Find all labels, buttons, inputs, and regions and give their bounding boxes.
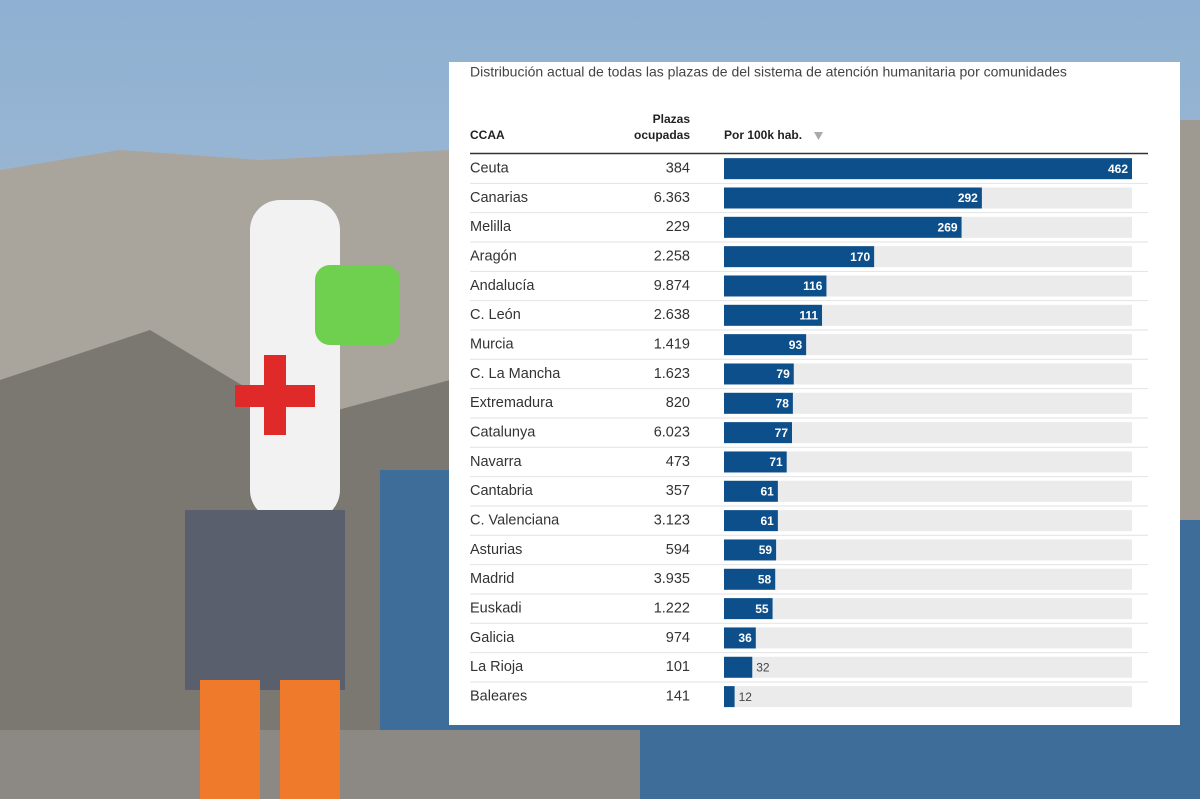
row-label: Melilla — [470, 219, 512, 235]
value-label: 55 — [755, 602, 769, 616]
cell: 1.222 — [654, 600, 690, 616]
row-label: Canarias — [470, 190, 528, 206]
value-label: 32 — [756, 660, 770, 674]
bar-track — [724, 598, 1132, 620]
sort-icon[interactable] — [814, 132, 823, 140]
value-label: 78 — [776, 396, 790, 410]
bar-track — [724, 334, 1132, 356]
cell: 473 — [666, 454, 690, 470]
cell: 229 — [666, 219, 690, 235]
cell: 9.874 — [654, 278, 690, 294]
row-label: Navarra — [470, 454, 523, 470]
row-label: C. León — [470, 307, 521, 323]
cell: 141 — [666, 688, 690, 704]
value-label: 93 — [789, 338, 803, 352]
row-label: Galicia — [470, 630, 515, 646]
bar — [724, 363, 794, 385]
row-label: Extremadura — [470, 395, 554, 411]
cell: 2.638 — [654, 307, 690, 323]
value-label: 71 — [769, 455, 783, 469]
value-label: 59 — [759, 543, 773, 557]
cell: 974 — [666, 630, 690, 646]
bar — [724, 480, 778, 502]
bar — [724, 656, 753, 678]
cell: 357 — [666, 483, 690, 499]
bar — [724, 187, 982, 209]
bar — [724, 686, 735, 708]
bar-track — [724, 568, 1132, 590]
bar — [724, 510, 778, 532]
bar — [724, 422, 792, 444]
bar-track — [724, 451, 1132, 473]
row-label: Madrid — [470, 571, 514, 587]
bar-track — [724, 304, 1132, 326]
row-label: C. Valenciana — [470, 512, 560, 528]
cell: 6.363 — [654, 190, 690, 206]
cell: 1.419 — [654, 336, 690, 352]
cell: 3.123 — [654, 512, 690, 528]
value-label: 462 — [1108, 162, 1128, 176]
cell: 6.023 — [654, 424, 690, 440]
column-header: Plazas ocupadas — [634, 112, 690, 142]
value-label: 61 — [761, 514, 775, 528]
bar-track — [724, 627, 1132, 649]
row-label: La Rioja — [470, 659, 524, 675]
bar-track — [724, 510, 1132, 532]
bar-track — [724, 480, 1132, 502]
bar — [724, 275, 827, 297]
value-label: 292 — [958, 191, 978, 205]
value-label: 12 — [739, 690, 753, 704]
bar — [724, 568, 776, 590]
row-label: Euskadi — [470, 600, 522, 616]
value-label: 77 — [775, 426, 789, 440]
bar — [724, 158, 1132, 180]
column-header[interactable]: Por 100k hab. — [724, 128, 802, 142]
value-label: 61 — [761, 484, 775, 498]
bar — [724, 246, 875, 268]
bar — [724, 451, 787, 473]
row-label: Ceuta — [470, 160, 510, 176]
value-label: 170 — [850, 250, 870, 264]
cell: 820 — [666, 395, 690, 411]
bar — [724, 392, 793, 414]
cell: 594 — [666, 542, 690, 558]
column-header: CCAA — [470, 128, 505, 142]
bar — [724, 539, 777, 561]
row-label: C. La Mancha — [470, 366, 561, 382]
bar-track — [724, 363, 1132, 385]
bar — [724, 304, 823, 326]
bar-track — [724, 422, 1132, 444]
row-label: Murcia — [470, 336, 514, 352]
bar-track — [724, 686, 1132, 708]
bar — [724, 334, 807, 356]
bar — [724, 216, 962, 238]
value-label: 269 — [938, 220, 958, 234]
cell: 384 — [666, 160, 690, 176]
cell: 3.935 — [654, 571, 690, 587]
bar-track — [724, 656, 1132, 678]
value-label: 116 — [803, 279, 823, 293]
bar-track — [724, 392, 1132, 414]
value-label: 36 — [738, 631, 752, 645]
row-label: Aragón — [470, 248, 517, 264]
row-label: Cantabria — [470, 483, 534, 499]
row-label: Andalucía — [470, 278, 535, 294]
value-label: 58 — [758, 572, 772, 586]
cell: 101 — [666, 659, 690, 675]
value-label: 111 — [799, 308, 818, 322]
row-label: Baleares — [470, 688, 527, 704]
bar-track — [724, 539, 1132, 561]
chart-title: Distribución actual de todas las plazas … — [470, 64, 1067, 80]
bar — [724, 598, 773, 620]
row-label: Catalunya — [470, 424, 536, 440]
cell: 1.623 — [654, 366, 690, 382]
bar — [724, 627, 756, 649]
cell: 2.258 — [654, 248, 690, 264]
row-label: Asturias — [470, 542, 522, 558]
value-label: 79 — [776, 367, 790, 381]
